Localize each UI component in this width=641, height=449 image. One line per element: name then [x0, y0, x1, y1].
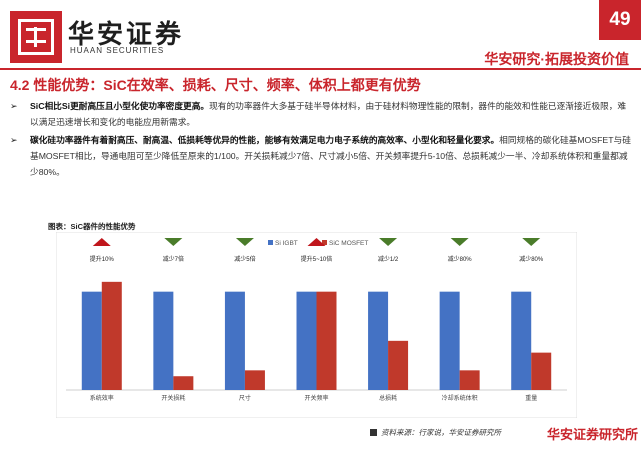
- square-bullet-icon: [370, 429, 377, 436]
- bar-si-igbt: [439, 291, 460, 390]
- arrow-bullet-icon: ➢: [10, 135, 18, 145]
- legend-label: SiC MOSFET: [329, 240, 368, 247]
- bar-sic-mosfet: [316, 291, 337, 390]
- annotation-label: 提升5~10倍: [301, 255, 333, 263]
- bar-sic-mosfet: [173, 376, 194, 390]
- bullet-bold-text: 碳化硅功率器件有着耐高压、耐高温、低损耗等优异的性能，能够有效满足电力电子系统的…: [30, 135, 500, 145]
- company-logo: [10, 11, 62, 63]
- bar-si-igbt: [81, 291, 102, 390]
- page-number-badge: 49: [599, 0, 641, 40]
- down-triangle-icon: [235, 238, 254, 246]
- x-tick-label: 总损耗: [379, 394, 397, 402]
- up-triangle-icon: [92, 238, 111, 246]
- down-triangle-icon: [379, 238, 398, 246]
- bar-sic-mosfet: [531, 352, 552, 390]
- bar-sic-mosfet: [388, 340, 409, 390]
- legend-label: Si IGBT: [275, 240, 298, 247]
- bar-sic-mosfet: [459, 370, 480, 390]
- annotation-label: 减少80%: [448, 255, 473, 263]
- x-tick-label: 重量: [525, 394, 537, 402]
- annotation-label: 减少7倍: [163, 255, 184, 263]
- logo-english-name: HUAAN SECURITIES: [70, 46, 165, 55]
- bar-sic-mosfet: [244, 370, 265, 390]
- x-tick-label: 冷却系统体积: [442, 394, 478, 402]
- bar-si-igbt: [511, 291, 532, 390]
- down-triangle-icon: [164, 238, 183, 246]
- x-tick-label: 系统效率: [90, 394, 114, 402]
- bullet-item: ➢ 碳化硅功率器件有着耐高压、耐高温、低损耗等优异的性能，能够有效满足电力电子系…: [8, 132, 634, 180]
- brand-tagline: 华安研究·拓展投资价值: [484, 51, 629, 67]
- arrow-bullet-icon: ➢: [10, 101, 18, 111]
- x-tick-label: 开关频率: [304, 394, 328, 402]
- bullet-text: 现有的功率器件大多基于硅半导体材料，由于硅材料物理性能的限制，器件的能效和性能已…: [30, 101, 627, 127]
- annotation-label: 减少5倍: [234, 255, 255, 263]
- figure-title: 图表：SiC器件的性能优势: [48, 222, 136, 231]
- annotation-label: 减少1/2: [378, 255, 399, 263]
- section-title: 4.2 性能优势：SiC在效率、损耗、尺寸、频率、体积上都更有优势: [10, 77, 421, 93]
- bullet-item: ➢ SiC相比Si更耐高压且小型化使功率密度更高。现有的功率器件大多基于硅半导体…: [8, 98, 634, 130]
- logo-chinese-name: 华安证券: [68, 20, 185, 49]
- bar-si-igbt: [368, 291, 389, 390]
- up-triangle-icon: [307, 238, 326, 246]
- x-tick-label: 尺寸: [239, 394, 251, 402]
- bullet-bold-text: SiC相比Si更耐高压且小型化使功率密度更高。: [30, 101, 210, 111]
- source-bar: 资料来源：行家说，华安证券研究所 华安证券研究所: [370, 424, 638, 444]
- x-tick-label: 开关损耗: [161, 394, 185, 402]
- bar-si-igbt: [153, 291, 174, 390]
- down-triangle-icon: [522, 238, 541, 246]
- annotation-label: 提升10%: [90, 255, 115, 263]
- bar-sic-mosfet: [101, 281, 122, 390]
- down-triangle-icon: [450, 238, 469, 246]
- bullet-list: ➢ SiC相比Si更耐高压且小型化使功率密度更高。现有的功率器件大多基于硅半导体…: [8, 98, 634, 182]
- bar-si-igbt: [224, 291, 245, 390]
- bar-si-igbt: [296, 291, 317, 390]
- footer-brand: 华安证券研究所: [546, 427, 638, 442]
- header-divider: [0, 68, 641, 70]
- bullet-text: 相同规格的碳化硅基MOSFET与硅基MOSFET相比，导通电阻可至少降低至原来的…: [30, 135, 631, 177]
- annotation-label: 减少80%: [519, 255, 544, 263]
- legend-swatch: [322, 240, 327, 245]
- legend-swatch: [268, 240, 273, 245]
- source-note: 资料来源：行家说，华安证券研究所: [381, 428, 501, 437]
